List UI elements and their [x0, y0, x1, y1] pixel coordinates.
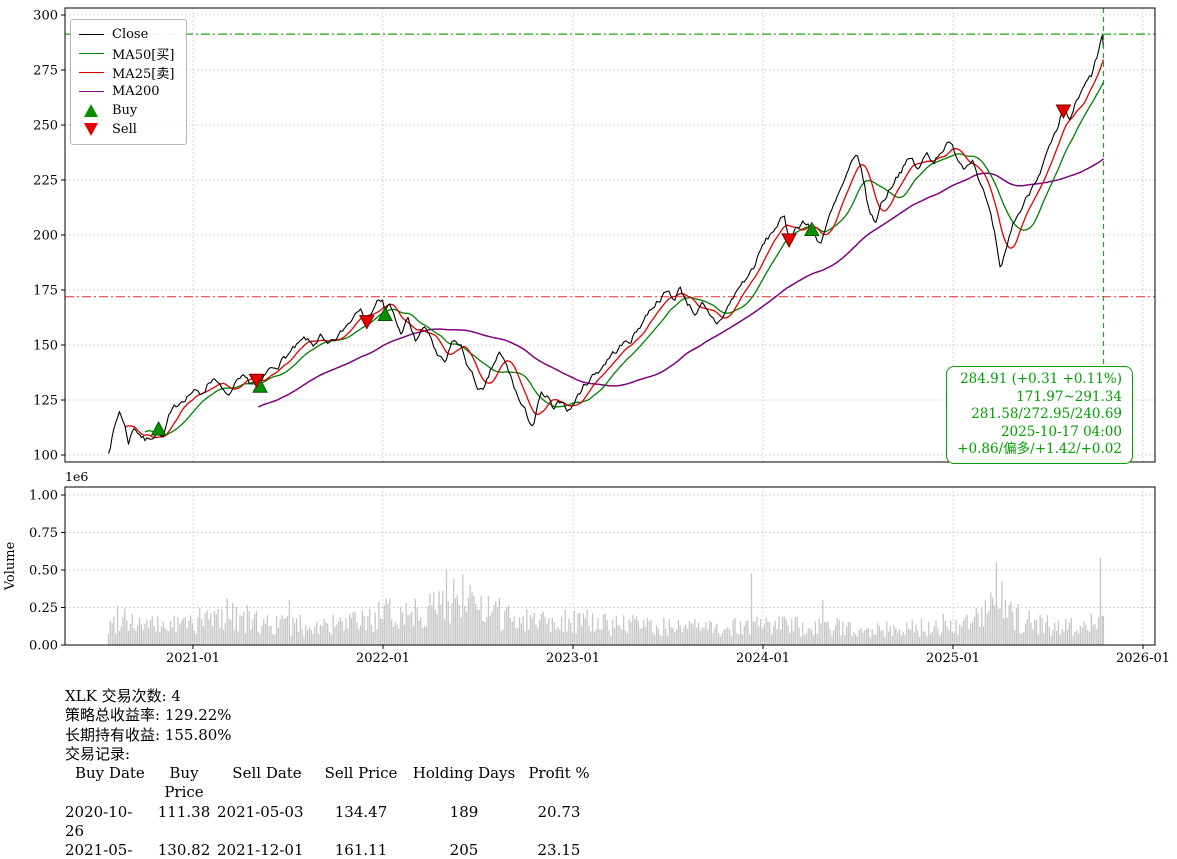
volume-bars [107, 558, 1105, 645]
volume-axis-label: Volume [3, 541, 18, 591]
buy-marker [803, 221, 820, 236]
price-annotation-box: 284.91 (+0.31 +0.11%) 171.97~291.34 281.58… [946, 366, 1133, 464]
legend-label: Sell [112, 122, 137, 137]
annotation-line: 281.58/272.95/240.69 [971, 406, 1122, 423]
sell-marker [1055, 104, 1072, 120]
ma200-line-swatch [79, 91, 104, 92]
summary-block: XLK 交易次数: 4 策略总收益率: 129.22% 长期持有收益: 155.… [65, 687, 595, 859]
buy-marker [377, 306, 393, 321]
buy-marker-icon [84, 104, 98, 117]
svg-text:200: 200 [33, 229, 58, 244]
legend-label: Close [112, 27, 149, 42]
annotation-line: 2025-10-17 04:00 [1000, 423, 1122, 440]
svg-text:2023-01: 2023-01 [546, 651, 600, 666]
trade-table-cell: 20.73 [537, 802, 581, 821]
trade-table-header: Buy Date Buy Price Sell Date Sell Price Hold… [65, 764, 595, 803]
strategy-return-line: 策略总收益率: 129.22% [65, 706, 232, 725]
close-line-swatch [79, 34, 104, 35]
annotation-line: 171.97~291.34 [1016, 388, 1122, 405]
legend-label: Buy [112, 103, 138, 118]
svg-text:300: 300 [33, 9, 58, 24]
svg-text:0.50: 0.50 [29, 564, 58, 579]
svg-text:100: 100 [33, 449, 58, 464]
trade-table-cell: 2021-05-03 [217, 802, 304, 821]
trade-table-cell: 134.47 [334, 802, 388, 821]
legend-item-ma200: MA200 [79, 82, 174, 101]
hold-return-line: 长期持有收益: 155.80% [65, 725, 232, 744]
ma25-line-swatch [79, 72, 104, 73]
buy-marker [150, 420, 167, 436]
trade-table-cell: 130.82 [157, 841, 211, 859]
close-line [107, 34, 1105, 454]
svg-text:125: 125 [33, 394, 58, 409]
sell-marker-icon [84, 123, 98, 136]
legend-item-ma50: MA50[买] [79, 44, 174, 63]
svg-text:225: 225 [33, 174, 58, 189]
sell-marker [781, 233, 797, 248]
trade-record-label: 交易记录: [65, 744, 131, 763]
trade-table-cell: 189 [449, 802, 479, 821]
ma50-line [144, 81, 1105, 437]
svg-text:150: 150 [33, 339, 58, 354]
trade-table-row: 2020-10-26 111.38 2021-05-03 134.47 189 20.73 [65, 803, 595, 842]
legend-item-ma25: MA25[卖] [79, 63, 174, 82]
svg-text:2025-01: 2025-01 [926, 651, 980, 666]
trade-table-cell: 161.11 [334, 841, 388, 859]
svg-text:250: 250 [33, 119, 58, 134]
legend: Close MA50[买] MA25[卖] MA200 Buy Sell [70, 19, 188, 145]
legend-label: MA25[卖] [112, 67, 175, 82]
annotation-line: +0.86/偏多/+1.42/+0.02 [957, 441, 1122, 458]
trade-table-cell: 2021-05-10 [65, 841, 133, 859]
ma50-line-swatch [79, 53, 104, 54]
trade-table-cell: 205 [449, 841, 479, 859]
trade-table-cell: 2021-12-01 [217, 841, 304, 859]
trade-table-header-cell: Holding Days [412, 764, 516, 783]
volume-offset-label: 1e6 [65, 469, 88, 484]
trade-table-header-cell: Sell Price [324, 764, 398, 783]
volume-panel-border [64, 486, 1156, 646]
svg-text:0.25: 0.25 [29, 601, 58, 616]
ma25-line [124, 59, 1105, 439]
legend-label: MA200 [112, 84, 160, 99]
trade-table-header-cell: Buy Price [164, 764, 204, 802]
trade-table-cell: 23.15 [537, 841, 581, 859]
svg-text:175: 175 [33, 284, 58, 299]
svg-text:2021-01: 2021-01 [166, 651, 220, 666]
legend-label: MA50[买] [112, 48, 175, 63]
axis-ticks-and-labels: 100 125 150 175 200 225 250 275 300 0.00 0.25 0.50 0… [3, 9, 1170, 667]
svg-text:2026-01: 2026-01 [1116, 651, 1170, 666]
trade-table-row: 2021-05-10 130.82 2021-12-01 161.11 205 23.15 [65, 841, 595, 859]
trade-table-header-cell: Sell Date [232, 764, 302, 783]
legend-item-buy: Buy [79, 101, 174, 120]
ma200-line [257, 158, 1105, 408]
trade-table-header-cell: Buy Date [75, 764, 145, 783]
svg-text:2022-01: 2022-01 [356, 651, 410, 666]
legend-item-sell: Sell [79, 120, 174, 139]
svg-text:0.75: 0.75 [29, 526, 58, 541]
trade-table-header-cell: Profit % [528, 764, 590, 783]
svg-text:0.00: 0.00 [29, 639, 58, 654]
svg-text:2024-01: 2024-01 [736, 651, 790, 666]
sell-marker [248, 373, 265, 389]
svg-text:275: 275 [33, 64, 58, 79]
trade-table-cell: 2020-10-26 [65, 802, 133, 841]
trades-count-line: XLK 交易次数: 4 [65, 687, 181, 705]
trade-table-cell: 111.38 [157, 802, 211, 821]
annotation-line: 284.91 (+0.31 +0.11%) [960, 371, 1122, 387]
legend-item-close: Close [79, 25, 174, 44]
trade-table: Buy Date Buy Price Sell Date Sell Price Hold… [65, 764, 595, 859]
sell-marker [359, 315, 375, 330]
svg-text:1.00: 1.00 [29, 489, 58, 504]
